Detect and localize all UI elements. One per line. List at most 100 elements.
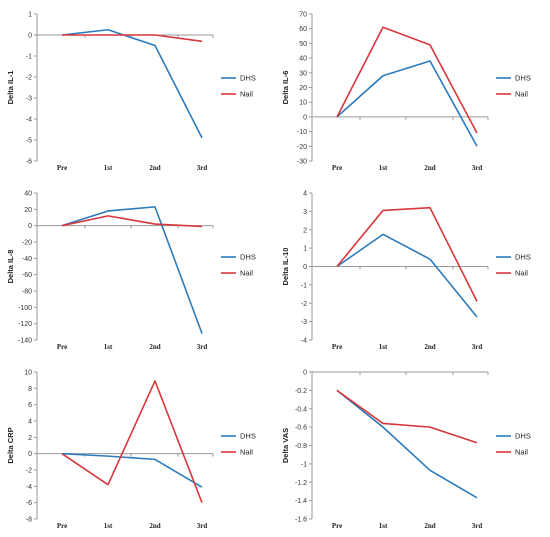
y-tick-label: 0 [303,264,307,271]
series-line-nail [61,380,203,503]
x-tick-label: 1st [104,164,113,172]
x-tick-label: 1st [104,522,113,530]
y-tick-label: -8 [26,517,32,524]
x-tick-label: 1st [379,164,388,172]
chart-il1: 1 0 -1 -2 -3 -4 -5 -6 Pre 1st 2nd 3rd Delta IL-1 DHS N… [6,12,256,173]
series-line-dhs [61,452,203,488]
series-line-dhs [336,233,478,318]
series-line-nail [336,206,478,302]
series-line-dhs [61,206,203,334]
legend-label-dhs: DHS [240,432,256,441]
x-tick-label: 3rd [197,522,208,530]
series-line-dhs [61,28,203,139]
y-tick-label: 70 [299,12,307,19]
chart-crp: 10 8 6 4 2 0 -2 -4 -6 -8 Pre 1st 2nd 3rd Delta CRP DHS N… [6,370,256,531]
x-tick-label: Pre [57,343,67,351]
y-tick-label: -1 [301,461,307,468]
y-tick-label: -80 [22,289,32,296]
legend-label-nail: Nail [240,269,253,278]
y-axis-label: Delta IL-6 [281,71,290,105]
y-tick-label: -3 [26,96,32,103]
y-tick-label: -100 [18,305,32,312]
y-tick-label: -4 [301,338,307,345]
y-tick-label: 4 [303,191,307,198]
x-tick-label: 1st [379,343,388,351]
y-tick-label: -0.2 [295,388,307,395]
y-tick-label: 8 [28,386,32,393]
y-tick-label: 40 [24,191,32,198]
y-tick-label: 1 [28,12,32,19]
y-tick-label: -30 [297,159,307,166]
x-tick-label: 2nd [149,343,160,351]
x-tick-label: 2nd [424,522,435,530]
y-tick-label: -0.8 [295,443,307,450]
legend-label-dhs: DHS [240,74,256,83]
y-tick-label: 50 [299,41,307,48]
x-tick-label: 1st [379,522,388,530]
y-tick-label: -2 [301,301,307,308]
y-tick-label: 6 [28,402,32,409]
y-tick-label: -6 [26,159,32,166]
y-tick-label: 0 [303,114,307,121]
y-tick-label: -10 [297,129,307,136]
y-axis-label: Delta IL-1 [6,71,15,105]
series-line-nail [61,215,203,228]
series-line-nail [336,389,478,444]
y-tick-label: -1.2 [295,480,307,487]
y-tick-label: 10 [299,100,307,107]
legend-label-dhs: DHS [515,253,531,262]
legend-label-dhs: DHS [515,74,531,83]
y-tick-label: -1 [301,282,307,289]
legend-label-dhs: DHS [515,432,531,441]
y-tick-label: -5 [26,138,32,145]
series-line-nail [62,34,203,43]
y-tick-label: -0.6 [295,425,307,432]
y-axis-label: Delta VAS [281,428,290,463]
y-tick-label: -3 [301,319,307,326]
chart-il10: 4 3 2 1 0 -1 -2 -3 -4 Pre 1st 2nd 3rd Delta IL-10 DHS N… [281,191,531,352]
y-tick-label: -4 [26,117,32,124]
y-tick-label: 40 [299,56,307,63]
y-tick-label: 20 [299,85,307,92]
series-line-nail [336,26,478,134]
y-tick-label: 0 [28,451,32,458]
y-tick-label: 20 [24,207,32,214]
chart-panel-il10: 4 3 2 1 0 -1 -2 -3 -4 Pre 1st 2nd 3rd Delta IL-10 DHS N… [275,179,550,358]
x-tick-label: Pre [332,343,342,351]
y-tick-label: -20 [22,240,32,247]
y-tick-label: 10 [24,370,32,377]
chart-panel-vas: 0 -0.2 -0.4 -0.6 -0.8 -1 -1.2 -1.4 -1.6 Pre 1st 2nd… [275,358,550,537]
y-tick-label: -60 [22,272,32,279]
y-tick-label: -140 [18,338,32,345]
y-tick-label: 3 [303,209,307,216]
series-line-dhs [336,60,478,147]
y-axis-label: Delta IL-10 [281,248,290,286]
y-tick-label: -0.4 [295,406,307,413]
x-tick-label: Pre [57,522,67,530]
y-tick-label: 30 [299,70,307,77]
x-tick-label: 3rd [472,164,483,172]
y-tick-label: -40 [22,256,32,263]
y-tick-label: 4 [28,419,32,426]
chart-panel-il1: 1 0 -1 -2 -3 -4 -5 -6 Pre 1st 2nd 3rd Delta IL-1 DHS N… [0,0,275,179]
chart-il8: 40 20 0 -20 -40 -60 -80 -100 -120 -140 Pre 1st 2nd 3r… [6,191,256,352]
y-tick-label: 0 [28,33,32,40]
y-tick-label: 2 [28,435,32,442]
x-tick-label: 2nd [424,164,435,172]
y-tick-label: -1.6 [295,517,307,524]
chart-panel-il6: 70 60 50 40 30 20 10 0 -10 -20 -30 Pre 1st 2nd 3rd Delt… [275,0,550,179]
legend-label-nail: Nail [240,90,253,99]
y-tick-label: 60 [299,26,307,33]
y-tick-label: -2 [26,75,32,82]
legend-label-nail: Nail [515,269,528,278]
x-tick-label: 3rd [472,343,483,351]
y-tick-label: 0 [28,223,32,230]
series-line-dhs [336,389,478,499]
y-tick-label: 0 [303,370,307,377]
legend-label-nail: Nail [515,448,528,457]
x-tick-label: 3rd [472,522,483,530]
legend-label-nail: Nail [515,90,528,99]
x-tick-label: 3rd [197,164,208,172]
y-tick-label: 1 [303,246,307,253]
x-tick-label: Pre [57,164,67,172]
